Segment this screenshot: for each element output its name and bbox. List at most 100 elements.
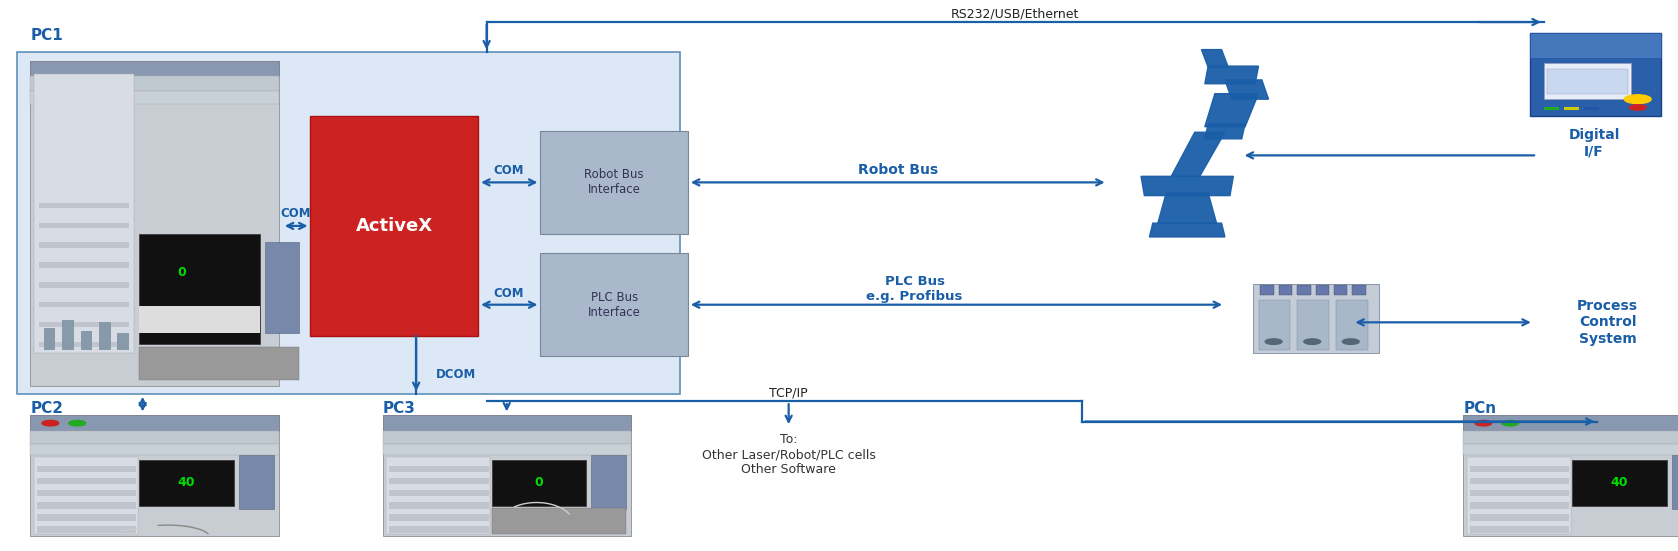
FancyBboxPatch shape — [30, 431, 279, 444]
FancyBboxPatch shape — [1544, 63, 1631, 99]
FancyBboxPatch shape — [1671, 455, 1678, 509]
Text: ActiveX: ActiveX — [356, 217, 433, 235]
Polygon shape — [1141, 176, 1233, 196]
Circle shape — [1502, 420, 1519, 426]
FancyBboxPatch shape — [117, 333, 129, 350]
FancyBboxPatch shape — [37, 514, 136, 521]
FancyBboxPatch shape — [37, 490, 136, 496]
Circle shape — [1304, 339, 1321, 344]
FancyBboxPatch shape — [1467, 457, 1571, 534]
FancyBboxPatch shape — [540, 253, 688, 356]
Text: COM: COM — [280, 207, 310, 220]
Text: PC3: PC3 — [383, 401, 416, 417]
FancyBboxPatch shape — [37, 502, 136, 509]
FancyBboxPatch shape — [34, 457, 138, 534]
FancyBboxPatch shape — [1258, 300, 1290, 350]
FancyBboxPatch shape — [139, 347, 299, 380]
FancyBboxPatch shape — [1584, 107, 1599, 110]
Text: 40: 40 — [1611, 476, 1628, 489]
FancyBboxPatch shape — [30, 91, 279, 104]
FancyBboxPatch shape — [44, 328, 55, 350]
Text: 40: 40 — [178, 476, 195, 489]
Circle shape — [1475, 420, 1492, 426]
FancyBboxPatch shape — [30, 61, 279, 386]
FancyBboxPatch shape — [386, 457, 490, 534]
FancyBboxPatch shape — [1336, 300, 1368, 350]
FancyBboxPatch shape — [492, 508, 626, 534]
FancyBboxPatch shape — [1572, 460, 1666, 506]
Circle shape — [42, 420, 59, 426]
FancyBboxPatch shape — [37, 466, 136, 472]
FancyBboxPatch shape — [492, 460, 586, 506]
Text: To:
Other Laser/Robot/PLC cells
Other Software: To: Other Laser/Robot/PLC cells Other So… — [701, 433, 876, 476]
Text: COM: COM — [493, 164, 524, 177]
Text: COM: COM — [493, 287, 524, 300]
Polygon shape — [1149, 223, 1225, 237]
FancyBboxPatch shape — [81, 331, 92, 350]
FancyBboxPatch shape — [389, 526, 488, 533]
Text: TCP/IP: TCP/IP — [769, 387, 809, 400]
FancyBboxPatch shape — [1463, 431, 1678, 444]
FancyBboxPatch shape — [1253, 284, 1379, 353]
FancyBboxPatch shape — [1463, 444, 1678, 455]
FancyBboxPatch shape — [1470, 514, 1569, 521]
Text: 0: 0 — [535, 476, 544, 489]
FancyBboxPatch shape — [383, 431, 631, 444]
Polygon shape — [1201, 50, 1228, 67]
FancyBboxPatch shape — [1297, 285, 1311, 295]
FancyBboxPatch shape — [540, 131, 688, 234]
Text: PLC Bus
e.g. Profibus: PLC Bus e.g. Profibus — [866, 276, 963, 303]
FancyBboxPatch shape — [1530, 33, 1661, 58]
Text: DCOM: DCOM — [436, 368, 477, 381]
FancyBboxPatch shape — [1279, 285, 1292, 295]
Polygon shape — [1205, 94, 1258, 127]
FancyBboxPatch shape — [1470, 478, 1569, 484]
FancyBboxPatch shape — [37, 526, 136, 533]
Text: PC2: PC2 — [30, 401, 64, 417]
FancyBboxPatch shape — [383, 415, 631, 536]
FancyBboxPatch shape — [1463, 415, 1678, 431]
Polygon shape — [1205, 124, 1245, 139]
Text: PCn: PCn — [1463, 401, 1497, 417]
Polygon shape — [1225, 80, 1269, 99]
Text: PLC Bus
Interface: PLC Bus Interface — [587, 291, 641, 318]
Circle shape — [1629, 105, 1646, 110]
FancyBboxPatch shape — [1297, 300, 1329, 350]
FancyBboxPatch shape — [39, 203, 129, 208]
FancyBboxPatch shape — [1463, 415, 1678, 536]
FancyBboxPatch shape — [99, 322, 111, 350]
FancyBboxPatch shape — [591, 455, 626, 509]
Text: 0: 0 — [178, 266, 186, 279]
FancyBboxPatch shape — [389, 514, 488, 521]
FancyBboxPatch shape — [39, 262, 129, 268]
FancyBboxPatch shape — [17, 52, 680, 394]
Text: PC1: PC1 — [30, 28, 64, 44]
FancyBboxPatch shape — [39, 223, 129, 228]
Text: Digital
I/F: Digital I/F — [1569, 128, 1619, 158]
FancyBboxPatch shape — [383, 415, 631, 431]
Polygon shape — [1158, 193, 1217, 223]
FancyBboxPatch shape — [139, 460, 233, 506]
FancyBboxPatch shape — [1352, 285, 1366, 295]
Text: Robot Bus
Interface: Robot Bus Interface — [584, 169, 644, 196]
FancyBboxPatch shape — [37, 478, 136, 484]
FancyBboxPatch shape — [310, 116, 478, 336]
Text: Robot Bus: Robot Bus — [857, 163, 938, 177]
FancyBboxPatch shape — [62, 320, 74, 350]
FancyBboxPatch shape — [1564, 107, 1579, 110]
FancyBboxPatch shape — [1470, 526, 1569, 533]
FancyBboxPatch shape — [30, 415, 279, 536]
FancyBboxPatch shape — [383, 444, 631, 455]
Circle shape — [69, 420, 86, 426]
FancyBboxPatch shape — [1530, 33, 1661, 116]
FancyBboxPatch shape — [39, 282, 129, 288]
FancyBboxPatch shape — [39, 342, 129, 347]
FancyBboxPatch shape — [1547, 69, 1628, 94]
FancyBboxPatch shape — [30, 76, 279, 91]
Text: RS232/USB/Ethernet: RS232/USB/Ethernet — [951, 7, 1079, 20]
FancyBboxPatch shape — [1316, 285, 1329, 295]
Circle shape — [1265, 339, 1282, 344]
FancyBboxPatch shape — [39, 302, 129, 307]
FancyBboxPatch shape — [1544, 107, 1559, 110]
FancyBboxPatch shape — [30, 415, 279, 431]
